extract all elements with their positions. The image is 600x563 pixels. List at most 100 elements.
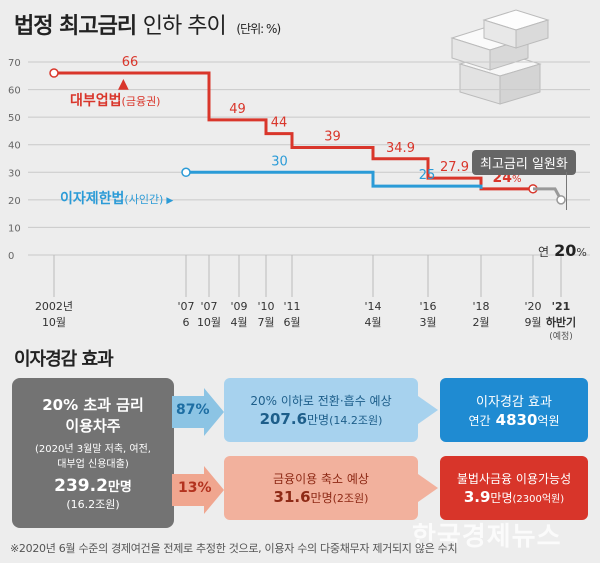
x-tick-bottom-2007-06: 6 <box>183 316 190 329</box>
legend-private-name: 이자제한법 <box>60 191 125 207</box>
source-note2: 대부업 신용대출) <box>57 459 129 470</box>
callout-connector <box>566 172 567 210</box>
row2-right-title: 불법사금융 이용가능성 <box>456 472 572 486</box>
row1-pct: 87% <box>176 402 210 418</box>
x-tick-top-2020-09: '20 <box>524 300 541 313</box>
row2-right-sub: (2300억원) <box>512 494 565 505</box>
source-sub: (16.2조원) <box>66 498 120 511</box>
row2-mid-box: 금융이용 축소 예상 31.6만명(2조원) <box>224 456 418 520</box>
row1-right-value-line: 연간 4830억원 <box>468 410 559 429</box>
source-line1: 20% 초과 금리 <box>42 396 144 414</box>
row1-right-prefix: 연간 <box>468 414 491 428</box>
x-tick-top-2021-H2: '21 <box>552 300 571 313</box>
series-point-start-1 <box>181 167 191 178</box>
point-label-0-1: 49 <box>229 102 246 117</box>
x-tick-bottom-2016-03: 3월 <box>419 316 436 329</box>
source-value-unit: 만명 <box>107 480 132 495</box>
stacked-boxes-icon <box>450 9 550 105</box>
row2-mid-title: 금융이용 축소 예상 <box>273 472 369 486</box>
x-tick-note-2021-H2: (예정) <box>549 331 573 340</box>
final-unit: % <box>576 246 587 259</box>
row2-right-unit: 만명 <box>490 491 513 505</box>
point-label-0-5: 27.9 <box>440 160 469 175</box>
row1-right-value: 4830 <box>495 411 538 429</box>
page-title: 법정 최고금리 인하 추이 (단위: %) <box>14 8 281 40</box>
x-tick-top-2007-06: '07 <box>177 300 194 313</box>
x-tick-bottom-2018-02: 2월 <box>472 316 489 329</box>
row2-mid-unit: 만명 <box>310 491 333 505</box>
x-tick-bottom-2020-09: 9월 <box>524 316 541 329</box>
legend-private: 이자제한법(사인간) ▶ <box>60 188 173 208</box>
legend-lender-name: 대부업법 <box>70 93 122 109</box>
y-tick-20: 20 <box>8 196 21 207</box>
final-value: 20 <box>554 241 577 260</box>
title-bold: 법정 최고금리 <box>14 14 137 39</box>
watermark: 한국경제뉴스 <box>412 522 562 552</box>
row1-right-unit: 억원 <box>537 414 560 428</box>
x-tick-top-2010-07: '10 <box>257 300 274 313</box>
row2-mid-value-line: 31.6만명(2조원) <box>274 487 369 506</box>
x-tick-bottom-2014-04: 4월 <box>364 316 381 329</box>
x-tick-bottom-2007-10: 10월 <box>197 316 221 329</box>
final-rate-label: 연 20% <box>538 241 587 260</box>
y-tick-70: 70 <box>8 58 21 69</box>
row2-right-value: 3.9 <box>463 488 491 506</box>
title-light: 인하 추이 <box>142 14 227 39</box>
row2-right-box: 불법사금융 이용가능성 3.9만명(2300억원) <box>440 456 588 520</box>
point-label-1-0: 30 <box>271 154 288 169</box>
x-tick-bottom-2009-04: 4월 <box>230 316 247 329</box>
row2-pct: 13% <box>178 480 212 496</box>
chevron-right-icon <box>418 396 438 424</box>
row1-mid-sub: (14.2조원) <box>329 414 383 427</box>
row2-mid-sub: (2조원) <box>332 492 369 505</box>
x-tick-bottom-2011-06: 6월 <box>283 316 300 329</box>
point-label-0-3: 39 <box>324 129 341 144</box>
x-tick-top-2002-10: 2002년 <box>35 300 73 313</box>
triangle-right-icon: ▶ <box>166 196 174 206</box>
y-tick-0: 0 <box>8 251 14 262</box>
x-tick-top-2016-03: '16 <box>419 300 436 313</box>
series-point-future-end <box>556 195 566 205</box>
series-line-0 <box>54 71 533 191</box>
source-note1: (2020년 3월말 저축, 여전, <box>34 444 151 455</box>
title-unit: (단위: %) <box>236 22 281 36</box>
source-value: 239.2 <box>54 476 108 496</box>
point-label-0-0: 66 <box>122 55 139 70</box>
point-label-0-4: 34.9 <box>386 141 415 156</box>
row1-mid-box: 20% 이하로 전환·흡수 예상 207.6만명(14.2조원) <box>224 378 418 442</box>
triangle-up-icon: ▲ <box>118 76 129 92</box>
unify-callout: 최고금리 일원화 <box>472 150 576 175</box>
arrow-row1-icon <box>172 388 224 436</box>
x-tick-bottom-2010-07: 7월 <box>257 316 274 329</box>
row1-mid-unit: 만명 <box>307 413 330 427</box>
x-tick-top-2011-06: '11 <box>283 300 300 313</box>
legend-private-suffix: (사인간) <box>124 193 164 206</box>
effect-title: 이자경감 효과 <box>14 349 114 370</box>
row1-mid-title: 20% 이하로 전환·흡수 예상 <box>250 394 392 408</box>
source-box: 20% 초과 금리 이용차주 (2020년 3월말 저축, 여전, 대부업 신용… <box>12 378 174 528</box>
legend-lender: ▲ 대부업법(금융권) <box>70 76 161 110</box>
x-tick-top-2018-02: '18 <box>472 300 489 313</box>
y-tick-10: 10 <box>8 223 21 234</box>
footnote: ※2020년 6월 수준의 경제여건을 전제로 추정한 것으로, 이용자 수의 … <box>10 542 458 555</box>
x-tick-top-2009-04: '09 <box>230 300 247 313</box>
series-line-1 <box>186 170 483 189</box>
row1-mid-value-line: 207.6만명(14.2조원) <box>260 409 383 428</box>
row2-right-value-line: 3.9만명(2300억원) <box>464 487 564 506</box>
row2-mid-value: 31.6 <box>273 488 311 506</box>
y-tick-60: 60 <box>8 86 21 97</box>
x-tick-bottom-2002-10: 10월 <box>42 316 66 329</box>
x-tick-top-2014-04: '14 <box>364 300 381 313</box>
source-line2: 이용차주 <box>65 417 121 435</box>
point-label-0-2: 44 <box>271 116 288 131</box>
y-tick-40: 40 <box>8 141 21 152</box>
x-tick-bottom-2021-H2: 하반기 <box>546 315 576 329</box>
point-label-1-1: 25 <box>419 168 436 183</box>
row1-mid-value: 207.6 <box>259 410 308 428</box>
legend-lender-suffix: (금융권) <box>121 95 161 108</box>
arrow-row2-icon <box>172 466 224 514</box>
source-value-line: 239.2만명 <box>54 476 132 496</box>
y-tick-30: 30 <box>8 168 21 179</box>
x-tick-top-2007-10: '07 <box>200 300 217 313</box>
